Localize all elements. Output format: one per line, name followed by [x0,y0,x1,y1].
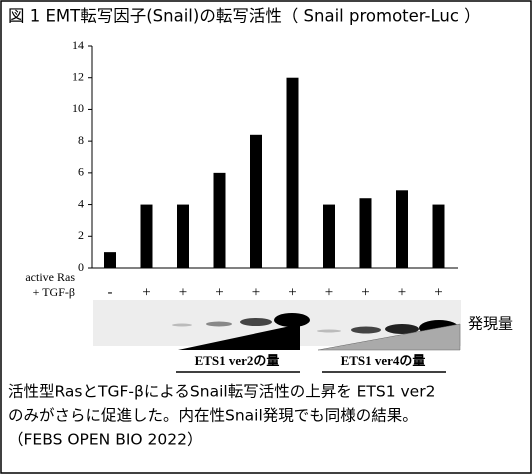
ver4-label: ETS1 ver4の量 [341,353,426,368]
bar [360,198,372,268]
x-tick-label: + [215,284,223,300]
blot-band [351,327,381,334]
figure: 図 1 EMT転写因子(Snail)の転写活性（ Snail promoter-… [0,0,532,474]
bar [323,205,335,268]
x-tick-label: + [434,284,442,300]
x-tick-label: + [142,284,150,300]
y-tick-label: 10 [72,101,84,115]
x-tick-label: + [325,284,333,300]
x-tick-label: + [361,284,369,300]
blot-band [172,324,192,327]
chart-title: 図 1 EMT転写因子(Snail)の転写活性（ Snail promoter-… [8,7,481,26]
bar [287,78,299,268]
x-tick-label: + [288,284,296,300]
y-tick-label: 14 [72,38,84,52]
caption-line: のみがさらに促進した。内在性Snail発現でも同様の結果。 [8,407,418,425]
x-tick-label: + [179,284,187,300]
bar [214,173,226,268]
blot-label: 発現量 [468,315,513,333]
y-tick-label: 6 [78,165,84,179]
y-tick-label: 2 [78,228,84,242]
bar [433,205,445,268]
bar [141,205,153,268]
bar [177,205,189,268]
blot-band [274,313,310,327]
y-tick-label: 0 [78,260,84,274]
y-tick-label: 8 [78,133,84,147]
blot-band [206,322,232,327]
row-label: active Ras [25,270,75,284]
blot-band [317,330,341,333]
bar [104,252,116,268]
caption-line: （FEBS OPEN BIO 2022） [8,431,202,449]
x-tick-label: - [108,284,113,300]
caption-line: 活性型RasとTGF-βによるSnail転写活性の上昇を ETS1 ver2 [8,383,435,401]
ver2-label: ETS1 ver2の量 [195,353,280,368]
y-tick-label: 4 [78,196,84,210]
bar [250,135,262,268]
blot-band [240,318,272,326]
row-label: + TGF-β [33,285,75,299]
bar [396,190,408,268]
y-tick-label: 12 [72,69,84,83]
x-tick-label: + [398,284,406,300]
x-tick-label: + [252,284,260,300]
